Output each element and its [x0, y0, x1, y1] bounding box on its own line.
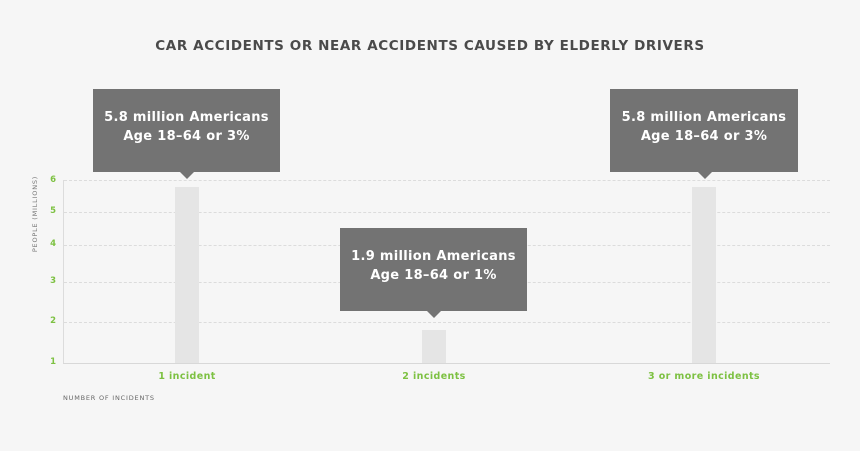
y-tick-5: 5: [50, 206, 56, 216]
x-tick-2-incidents: 2 incidents: [402, 371, 466, 382]
callout-3-or-more-incidents: 5.8 million Americans Age 18–64 or 3%: [610, 89, 798, 179]
callout-line2: Age 18–64 or 1%: [370, 268, 497, 283]
x-tick-1-incident: 1 incident: [158, 371, 216, 382]
callout-line1: 5.8 million Americans: [621, 110, 787, 125]
x-axis-line: [63, 363, 830, 364]
callout-line2: Age 18–64 or 3%: [640, 129, 768, 144]
callout-pointer-icon: [427, 311, 441, 318]
y-tick-3: 3: [50, 276, 56, 286]
gridline-2: [64, 322, 830, 323]
chart-title: CAR ACCIDENTS OR NEAR ACCIDENTS CAUSED B…: [155, 38, 705, 54]
y-tick-1: 1: [50, 357, 56, 367]
bar-2-incidents[interactable]: [422, 330, 446, 363]
callout-2-incidents: 1.9 million Americans Age 18–64 or 1%: [340, 228, 527, 318]
callout-line1: 1.9 million Americans: [351, 249, 516, 264]
gridline-5: [64, 212, 830, 213]
gridline-6: [64, 180, 830, 181]
bar-3-or-more-incidents[interactable]: [692, 187, 716, 363]
callout-pointer-icon: [698, 172, 712, 179]
y-tick-2: 2: [50, 316, 56, 326]
x-axis-label: NUMBER OF INCIDENTS: [63, 394, 155, 402]
callout-line1: 5.8 million Americans: [104, 110, 269, 125]
bar-1-incident[interactable]: [175, 187, 199, 363]
callout-1-incident: 5.8 million Americans Age 18–64 or 3%: [93, 89, 280, 179]
y-tick-4: 4: [50, 239, 56, 249]
callout-line2: Age 18–64 or 3%: [123, 129, 250, 144]
y-axis-label: PEOPLE (MILLIONS): [31, 175, 39, 253]
y-axis-line: [63, 180, 64, 364]
x-tick-3-or-more-incidents: 3 or more incidents: [647, 371, 760, 382]
y-tick-6: 6: [50, 175, 56, 185]
callout-pointer-icon: [180, 172, 194, 179]
